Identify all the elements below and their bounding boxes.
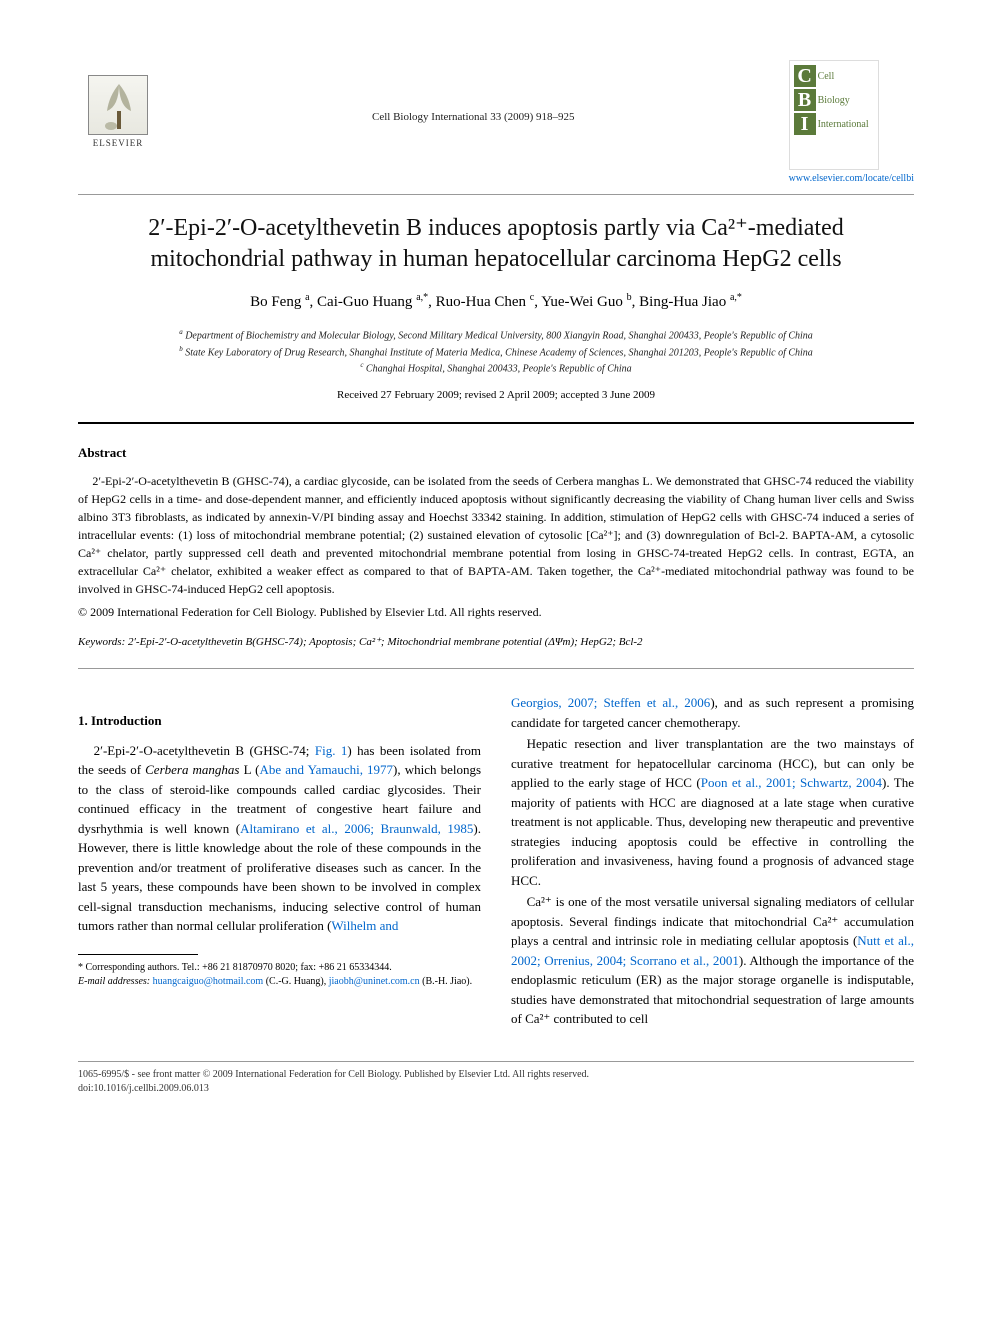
- keywords-label: Keywords:: [78, 636, 125, 648]
- corr-text: * Corresponding authors. Tel.: +86 21 81…: [78, 961, 481, 975]
- keywords-text: 2′-Epi-2′-O-acetylthevetin B(GHSC-74); A…: [128, 636, 643, 648]
- email-2[interactable]: jiaobh@uninet.com.cn: [329, 976, 420, 987]
- intro-p2: Hepatic resection and liver transplantat…: [511, 734, 914, 890]
- abstract-text: 2′-Epi-2′-O-acetylthevetin B (GHSC-74), …: [78, 472, 914, 598]
- footer-copyright: 1065-6995/$ - see front matter © 2009 In…: [78, 1068, 914, 1082]
- corresponding-author-footnote: * Corresponding authors. Tel.: +86 21 81…: [78, 961, 481, 989]
- footer-doi: doi:10.1016/j.cellbi.2009.06.013: [78, 1082, 914, 1096]
- column-right: Georgios, 2007; Steffen et al., 2006), a…: [511, 693, 914, 1031]
- affiliations: a Department of Biochemistry and Molecul…: [78, 327, 914, 376]
- ref-georgios-2007[interactable]: Georgios, 2007; Steffen et al., 2006: [511, 695, 710, 710]
- body-columns: 1. Introduction 2′-Epi-2′-O-acetylthevet…: [78, 693, 914, 1031]
- article-title: 2′-Epi-2′-O-acetylthevetin B induces apo…: [78, 213, 914, 275]
- author-3: Ruo-Hua Chen c: [436, 294, 535, 310]
- ref-abe-1977[interactable]: Abe and Yamauchi, 1977: [259, 762, 393, 777]
- intro-p3: Ca²⁺ is one of the most versatile univer…: [511, 892, 914, 1029]
- column-left: 1. Introduction 2′-Epi-2′-O-acetylthevet…: [78, 693, 481, 1031]
- journal-word-1: Cell: [818, 70, 835, 84]
- ref-wilhelm[interactable]: Wilhelm and: [331, 918, 398, 933]
- journal-reference: Cell Biology International 33 (2009) 918…: [372, 60, 575, 125]
- affiliation-c: c Changhai Hospital, Shanghai 200433, Pe…: [78, 360, 914, 376]
- rule-after-keywords: [78, 668, 914, 669]
- author-1: Bo Feng a: [250, 294, 309, 310]
- corr-emails: E-mail addresses: huangcaiguo@hotmail.co…: [78, 975, 481, 989]
- journal-word-2: Biology: [818, 94, 850, 108]
- author-4: Yue-Wei Guo b: [541, 294, 631, 310]
- intro-heading: 1. Introduction: [78, 711, 481, 731]
- journal-logo: C Cell B Biology I International: [789, 60, 879, 170]
- affiliation-b: b State Key Laboratory of Drug Research,…: [78, 344, 914, 360]
- rule-top: [78, 194, 914, 195]
- journal-logo-b: B: [794, 89, 816, 111]
- abstract-heading: Abstract: [78, 444, 914, 462]
- footnote-separator: [78, 954, 198, 955]
- author-5: Bing-Hua Jiao a,*: [639, 294, 742, 310]
- intro-p1: 2′-Epi-2′-O-acetylthevetin B (GHSC-74; F…: [78, 741, 481, 936]
- abstract-copyright: © 2009 International Federation for Cell…: [78, 604, 914, 621]
- intro-p1-cont: Georgios, 2007; Steffen et al., 2006), a…: [511, 693, 914, 732]
- journal-logo-i: I: [794, 113, 816, 135]
- elsevier-tree-icon: [88, 75, 148, 135]
- ref-poon-2001[interactable]: Poon et al., 2001; Schwartz, 2004: [701, 775, 882, 790]
- header-row: ELSEVIER Cell Biology International 33 (…: [78, 60, 914, 186]
- ref-altamirano-2006[interactable]: Altamirano et al., 2006; Braunwald, 1985: [240, 821, 473, 836]
- publisher-name: ELSEVIER: [93, 137, 144, 150]
- rule-after-dates: [78, 422, 914, 424]
- article-dates: Received 27 February 2009; revised 2 Apr…: [78, 388, 914, 403]
- author-2: Cai-Guo Huang a,*: [317, 294, 428, 310]
- journal-logo-c: C: [794, 65, 816, 87]
- fig-1-link[interactable]: Fig. 1: [315, 743, 348, 758]
- email-1[interactable]: huangcaiguo@hotmail.com: [153, 976, 264, 987]
- journal-word-3: International: [818, 118, 869, 132]
- journal-url[interactable]: www.elsevier.com/locate/cellbi: [789, 172, 914, 186]
- affiliation-a: a Department of Biochemistry and Molecul…: [78, 327, 914, 343]
- page-footer: 1065-6995/$ - see front matter © 2009 In…: [78, 1061, 914, 1096]
- publisher-logo: ELSEVIER: [78, 60, 158, 150]
- keywords: Keywords: 2′-Epi-2′-O-acetylthevetin B(G…: [78, 635, 914, 650]
- authors-line: Bo Feng a, Cai-Guo Huang a,*, Ruo-Hua Ch…: [78, 291, 914, 313]
- journal-logo-block: C Cell B Biology I International www.els…: [789, 60, 914, 186]
